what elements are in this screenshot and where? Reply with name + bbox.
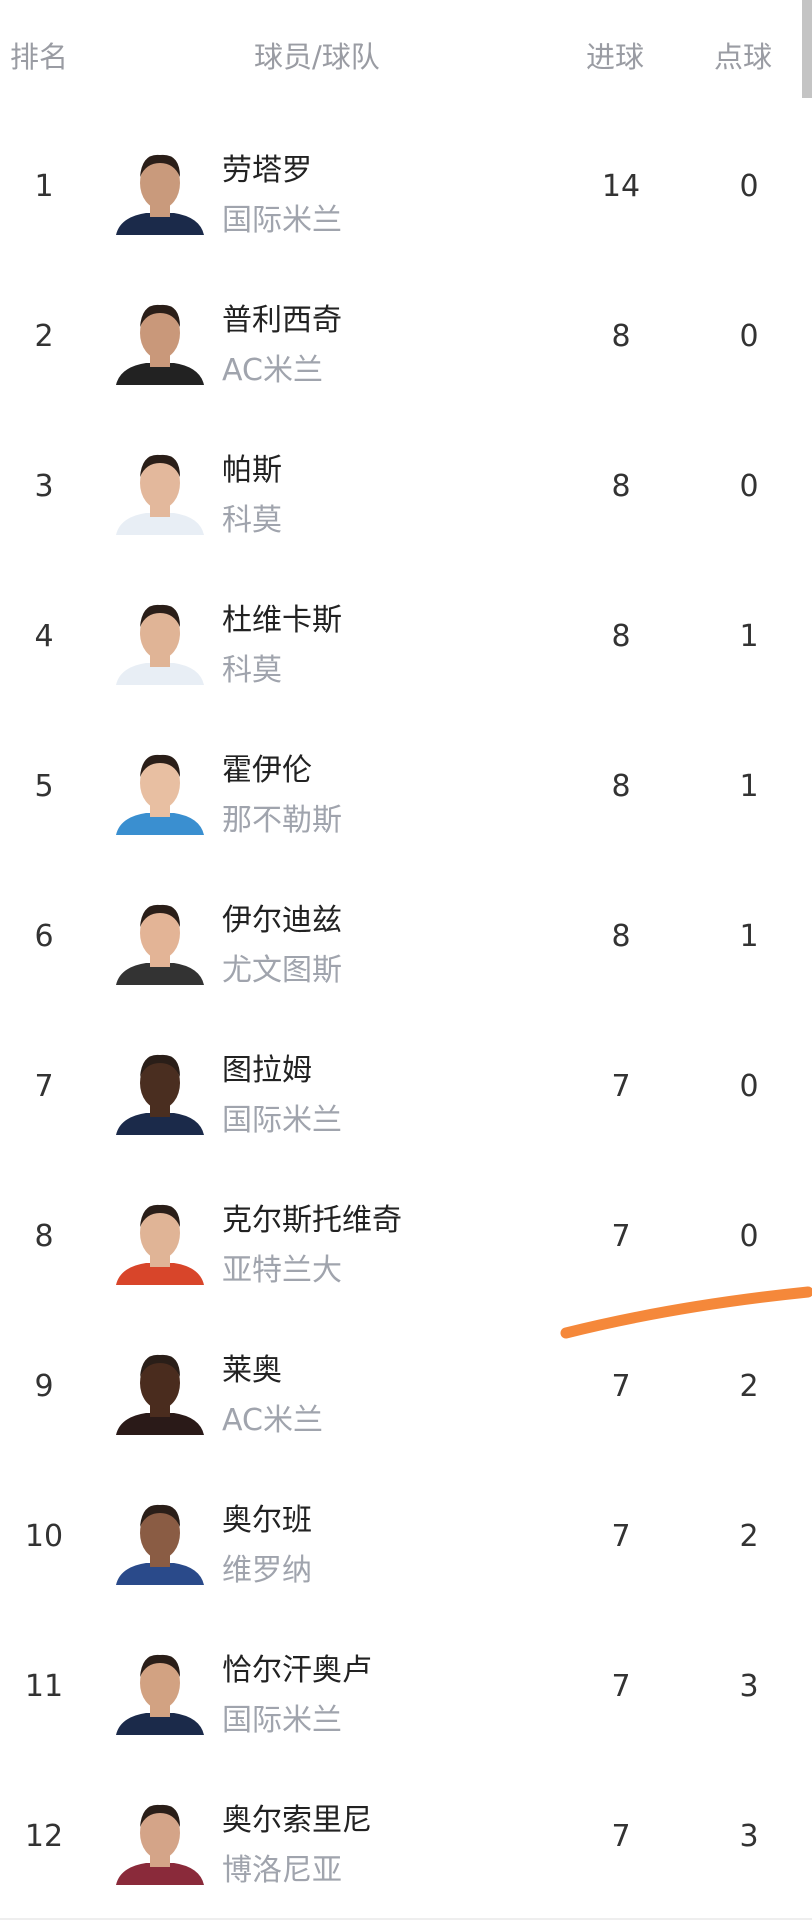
divider xyxy=(0,1918,812,1920)
team-name[interactable]: 科莫 xyxy=(222,503,282,538)
penalties-value: 0 xyxy=(739,319,759,354)
goals-value: 8 xyxy=(611,469,631,504)
header-penalties: 点球 xyxy=(714,40,773,74)
avatar xyxy=(116,145,204,235)
goals-value: 7 xyxy=(611,1369,631,1404)
rank: 12 xyxy=(24,1819,64,1854)
scrollbar[interactable] xyxy=(802,0,812,98)
rank: 1 xyxy=(34,169,54,204)
player-name[interactable]: 杜维卡斯 xyxy=(222,603,342,638)
team-name[interactable]: AC米兰 xyxy=(222,353,323,388)
player-name[interactable]: 莱奥 xyxy=(222,1353,282,1388)
goals-value: 7 xyxy=(611,1519,631,1554)
penalties-value: 1 xyxy=(739,919,759,954)
avatar xyxy=(116,895,204,985)
table-row[interactable]: 10 奥尔班 维罗纳 7 2 xyxy=(0,1465,812,1615)
team-name[interactable]: 科莫 xyxy=(222,653,282,688)
avatar xyxy=(116,1345,204,1435)
penalties-value: 0 xyxy=(739,1069,759,1104)
player-name[interactable]: 帕斯 xyxy=(222,453,282,488)
player-name[interactable]: 奥尔班 xyxy=(222,1503,312,1538)
table-row[interactable]: 2 普利西奇 AC米兰 8 0 xyxy=(0,265,812,415)
player-name[interactable]: 恰尔汗奥卢 xyxy=(222,1653,372,1688)
penalties-value: 0 xyxy=(739,469,759,504)
rank: 6 xyxy=(34,919,54,954)
table-header: 排名 球员/球队 进球 点球 xyxy=(0,0,812,110)
penalties-value: 2 xyxy=(739,1519,759,1554)
table-row[interactable]: 3 帕斯 科莫 8 0 xyxy=(0,415,812,565)
goals-value: 14 xyxy=(601,169,641,204)
rank: 5 xyxy=(34,769,54,804)
rank: 11 xyxy=(24,1669,64,1704)
goals-value: 7 xyxy=(611,1069,631,1104)
table-row[interactable]: 8 克尔斯托维奇 亚特兰大 7 0 xyxy=(0,1165,812,1315)
team-name[interactable]: 尤文图斯 xyxy=(222,953,342,988)
team-name[interactable]: 那不勒斯 xyxy=(222,803,342,838)
avatar xyxy=(116,445,204,535)
penalties-value: 3 xyxy=(739,1669,759,1704)
player-name[interactable]: 图拉姆 xyxy=(222,1053,312,1088)
table-row[interactable]: 9 莱奥 AC米兰 7 2 xyxy=(0,1315,812,1465)
team-name[interactable]: 国际米兰 xyxy=(222,1103,342,1138)
player-name[interactable]: 克尔斯托维奇 xyxy=(222,1203,402,1238)
player-name[interactable]: 劳塔罗 xyxy=(222,153,312,188)
team-name[interactable]: AC米兰 xyxy=(222,1403,323,1438)
rank: 7 xyxy=(34,1069,54,1104)
penalties-value: 2 xyxy=(739,1369,759,1404)
team-name[interactable]: 维罗纳 xyxy=(222,1553,312,1588)
team-name[interactable]: 国际米兰 xyxy=(222,1703,342,1738)
penalties-value: 0 xyxy=(739,1219,759,1254)
player-name[interactable]: 普利西奇 xyxy=(222,303,342,338)
avatar xyxy=(116,1045,204,1135)
rank: 2 xyxy=(34,319,54,354)
goals-value: 7 xyxy=(611,1819,631,1854)
avatar xyxy=(116,295,204,385)
penalties-value: 1 xyxy=(739,769,759,804)
avatar xyxy=(116,595,204,685)
penalties-value: 1 xyxy=(739,619,759,654)
team-name[interactable]: 博洛尼亚 xyxy=(222,1853,342,1888)
player-name[interactable]: 伊尔迪兹 xyxy=(222,903,342,938)
table-row[interactable]: 11 恰尔汗奥卢 国际米兰 7 3 xyxy=(0,1615,812,1765)
goals-value: 7 xyxy=(611,1219,631,1254)
goals-value: 7 xyxy=(611,1669,631,1704)
team-name[interactable]: 亚特兰大 xyxy=(222,1253,342,1288)
rank: 8 xyxy=(34,1219,54,1254)
table-row[interactable]: 5 霍伊伦 那不勒斯 8 1 xyxy=(0,715,812,865)
avatar xyxy=(116,1195,204,1285)
table-row[interactable]: 1 劳塔罗 国际米兰 14 0 xyxy=(0,115,812,265)
avatar xyxy=(116,1495,204,1585)
penalties-value: 0 xyxy=(739,169,759,204)
header-rank: 排名 xyxy=(10,40,69,74)
avatar xyxy=(116,1645,204,1735)
rank: 9 xyxy=(34,1369,54,1404)
rank: 4 xyxy=(34,619,54,654)
player-name[interactable]: 奥尔索里尼 xyxy=(222,1803,372,1838)
avatar xyxy=(116,1795,204,1885)
table-row[interactable]: 12 奥尔索里尼 博洛尼亚 7 3 xyxy=(0,1765,812,1915)
header-goals: 进球 xyxy=(586,40,645,74)
table-row[interactable]: 6 伊尔迪兹 尤文图斯 8 1 xyxy=(0,865,812,1015)
player-name[interactable]: 霍伊伦 xyxy=(222,753,312,788)
goals-value: 8 xyxy=(611,319,631,354)
penalties-value: 3 xyxy=(739,1819,759,1854)
table-row[interactable]: 7 图拉姆 国际米兰 7 0 xyxy=(0,1015,812,1165)
avatar xyxy=(116,745,204,835)
rank: 3 xyxy=(34,469,54,504)
goals-value: 8 xyxy=(611,919,631,954)
goals-value: 8 xyxy=(611,619,631,654)
header-player-team: 球员/球队 xyxy=(254,40,380,74)
table-row[interactable]: 4 杜维卡斯 科莫 8 1 xyxy=(0,565,812,715)
team-name[interactable]: 国际米兰 xyxy=(222,203,342,238)
rank: 10 xyxy=(24,1519,64,1554)
goals-value: 8 xyxy=(611,769,631,804)
